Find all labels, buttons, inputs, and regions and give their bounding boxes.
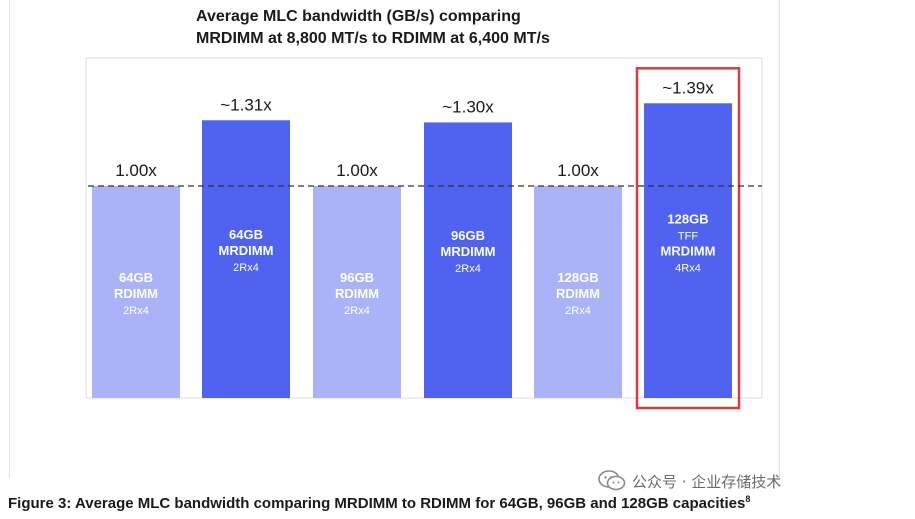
bar-128gb-rdimm: [534, 186, 622, 398]
bar-label: 2Rx4: [455, 263, 481, 275]
wechat-icon: [598, 470, 626, 491]
bar-label: 2Rx4: [233, 262, 259, 274]
frame-left-line: [9, 0, 10, 478]
value-label: ~1.30x: [442, 97, 494, 116]
bar-label: RDIMM: [335, 286, 379, 301]
highlight-box: [635, 67, 741, 410]
value-label: ~1.39x: [662, 78, 714, 97]
value-label: 1.00x: [115, 161, 157, 180]
bar-label: MRDIMM: [441, 244, 496, 259]
bar-label: 2Rx4: [344, 305, 370, 317]
value-label: 1.00x: [557, 161, 599, 180]
bar-label: 64GB: [119, 270, 153, 285]
bar-128gb-mrdimm: [644, 103, 732, 398]
bar-label: TFF: [678, 231, 698, 243]
chart-title-line-1: Average MLC bandwidth (GB/s) comparing: [196, 8, 521, 25]
bar-64gb-rdimm: [92, 186, 180, 398]
bar-label: 96GB: [451, 228, 485, 243]
bar-96gb-mrdimm: [424, 122, 512, 399]
watermark-text: 公众号 · 企业存储技术: [632, 472, 782, 491]
bar-label: RDIMM: [556, 286, 600, 301]
chart-title-line-2: MRDIMM at 8,800 MT/s to RDIMM at 6,400 M…: [196, 30, 550, 47]
figure-caption: Figure 3: Average MLC bandwidth comparin…: [8, 494, 750, 512]
bar-label: RDIMM: [114, 286, 158, 301]
bar-label: 4Rx4: [675, 263, 701, 275]
figure-caption-text: Figure 3: Average MLC bandwidth comparin…: [8, 495, 746, 512]
bar-96gb-rdimm: [313, 186, 401, 398]
watermark: 公众号 · 企业存储技术: [598, 470, 781, 492]
bar-label: MRDIMM: [219, 243, 274, 258]
chart-title: Average MLC bandwidth (GB/s) comparing M…: [196, 6, 550, 50]
figure-caption-footnote: 8: [745, 494, 751, 504]
bar-label: 128GB: [557, 270, 598, 285]
value-label: 1.00x: [336, 161, 378, 180]
bar-label: 128GB: [667, 212, 708, 227]
bar-label: 2Rx4: [565, 305, 591, 317]
bar-label: 64GB: [229, 227, 263, 242]
bar-label: 2Rx4: [123, 305, 149, 317]
frame-right-line: [779, 0, 780, 478]
bar-64gb-mrdimm: [202, 120, 290, 398]
bar-label: 96GB: [340, 270, 374, 285]
value-label: ~1.31x: [220, 95, 272, 114]
bar-label: MRDIMM: [661, 244, 716, 259]
